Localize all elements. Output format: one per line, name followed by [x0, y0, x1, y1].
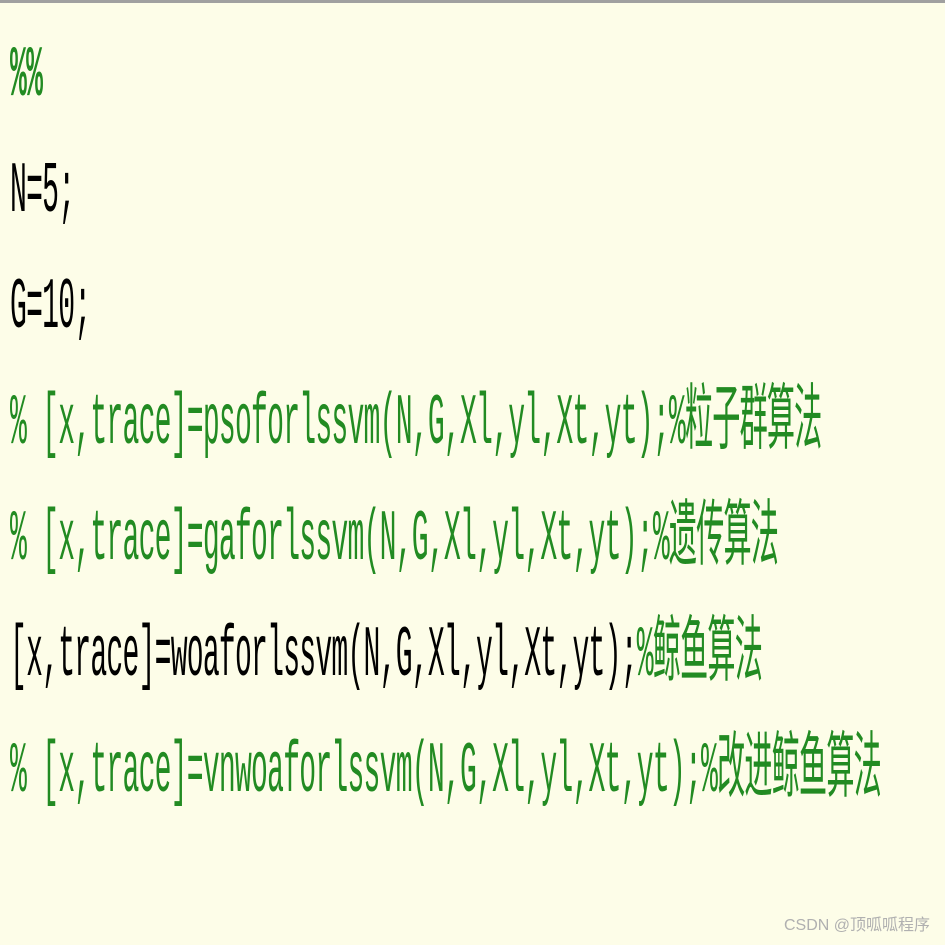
- code-line-woa-algorithm: [x,trace]=woaforlssvm(N,G,Xl,yl,Xt,yt);%…: [10, 621, 732, 693]
- woa-comment: %鲸鱼算法: [637, 615, 762, 697]
- woa-function-call: [x,trace]=woaforlssvm(N,G,Xl,yl,Xt,yt);: [10, 615, 637, 697]
- section-marker: %%: [10, 41, 732, 113]
- code-line-g-assignment: G=10;: [10, 273, 732, 345]
- comment-ga-algorithm: % [x,trace]=gaforlssvm(N,G,Xl,yl,Xt,yt);…: [10, 505, 732, 577]
- code-line-n-assignment: N=5;: [10, 157, 732, 229]
- comment-vnwoa-algorithm: % [x,trace]=vnwoaforlssvm(N,G,Xl,yl,Xt,y…: [10, 737, 732, 809]
- csdn-watermark: CSDN @顶呱呱程序: [784, 911, 930, 935]
- comment-pso-algorithm: % [x,trace]=psoforlssvm(N,G,Xl,yl,Xt,yt)…: [10, 389, 732, 461]
- code-editor-view: %% N=5; G=10; % [x,trace]=psoforlssvm(N,…: [0, 3, 945, 871]
